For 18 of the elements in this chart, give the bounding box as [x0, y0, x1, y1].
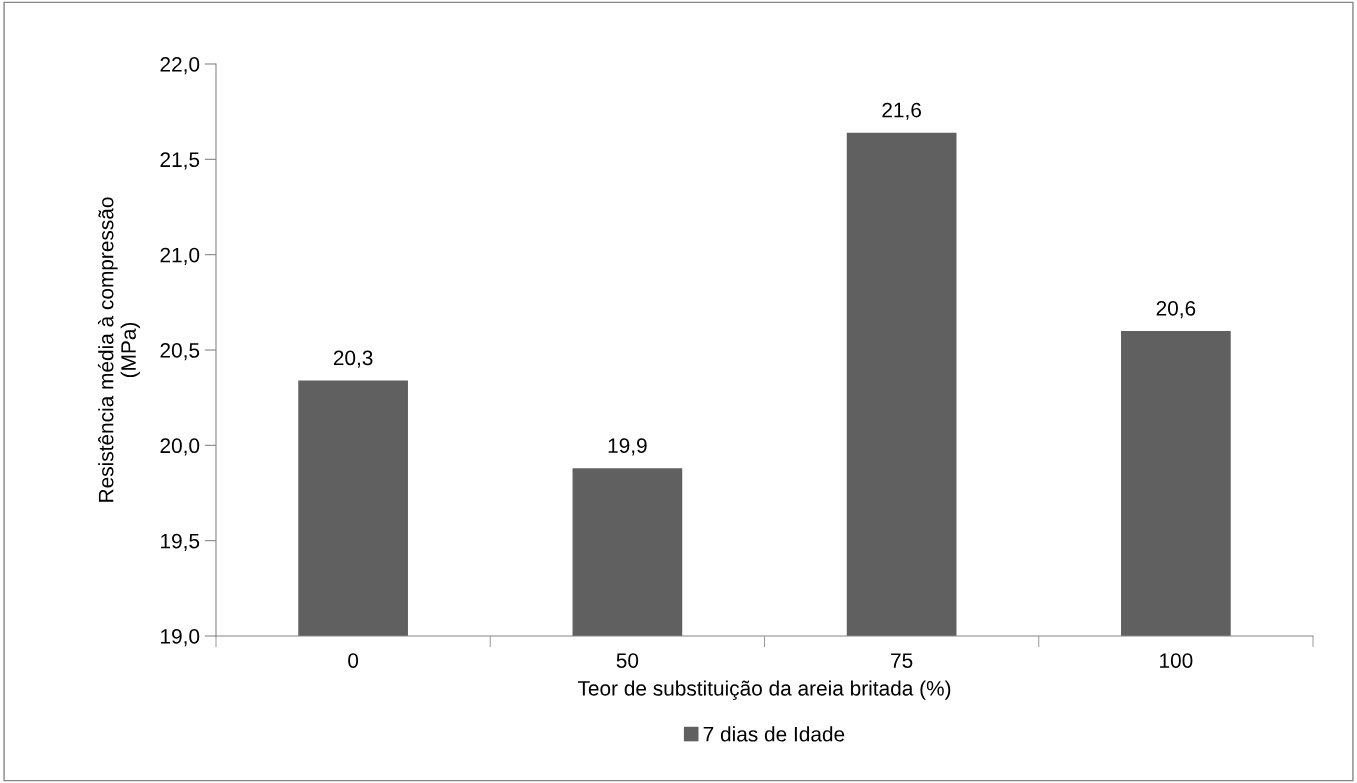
data-label: 21,6: [882, 102, 921, 120]
x-tick-label: 100: [1160, 653, 1193, 668]
x-tick-label: 50: [616, 653, 639, 668]
y-tick-label: 22,0: [160, 57, 200, 75]
x-axis-title: Teor de substituição da areia britada (%): [577, 680, 951, 700]
y-tick-label: 21,0: [160, 247, 200, 265]
y-tick-label: 20,0: [160, 438, 200, 456]
x-tick-label: 0: [348, 653, 359, 668]
y-tick-label: 20,5: [160, 343, 200, 361]
y-tick-label: 19,0: [161, 629, 200, 647]
y-axis-title: Resistência média à compressão (MPa): [97, 197, 141, 502]
y-tick-label: 19,5: [161, 533, 200, 551]
y-tick-label: 21,5: [160, 152, 200, 170]
data-label: 20,6: [1156, 300, 1196, 319]
data-label: 20,3: [333, 350, 373, 368]
data-label: 19,9: [608, 438, 647, 456]
legend-label: 7 dias de Idade: [703, 726, 845, 742]
x-tick-label: 75: [891, 653, 913, 668]
